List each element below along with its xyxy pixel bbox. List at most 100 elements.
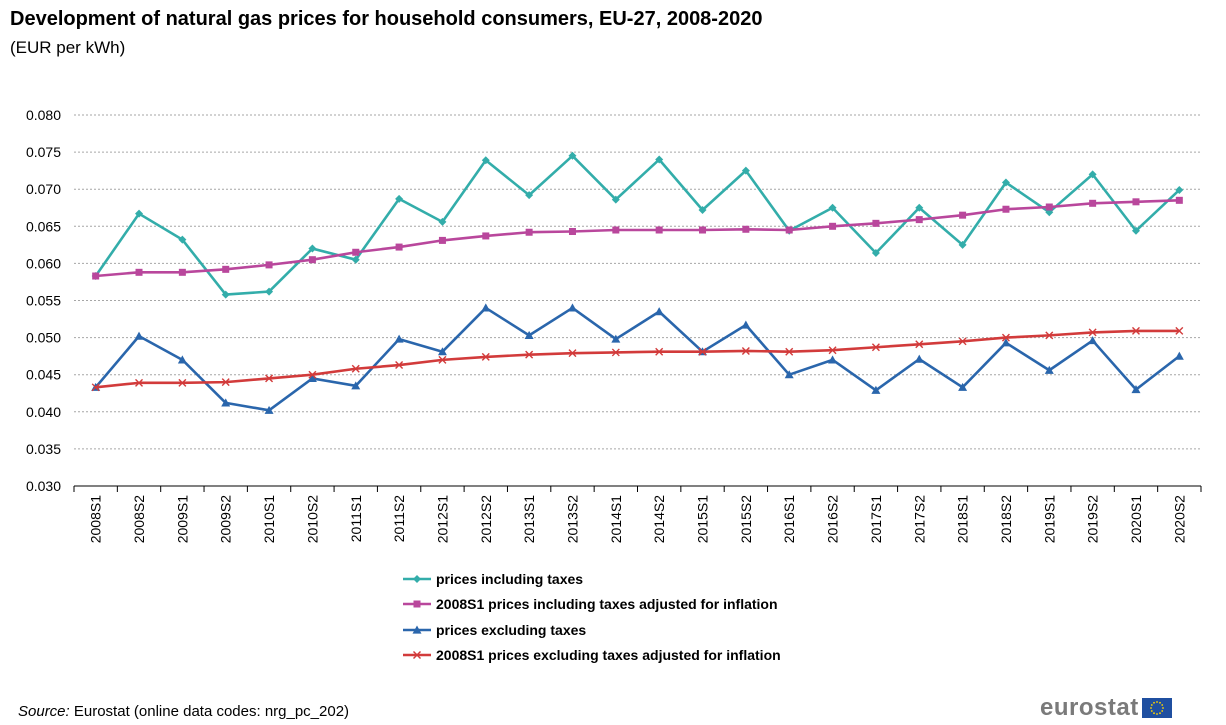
data-point (915, 216, 923, 224)
data-point (413, 574, 421, 583)
x-tick-label: 2018S2 (998, 495, 1014, 543)
data-point (308, 256, 316, 264)
data-point (871, 385, 881, 394)
x-tick-label: 2019S2 (1085, 495, 1101, 543)
data-point (92, 272, 100, 280)
data-point (525, 350, 534, 359)
data-point (1131, 226, 1140, 235)
legend-label: prices including taxes (436, 570, 584, 587)
x-tick-label: 2010S2 (304, 495, 320, 543)
data-point (1001, 333, 1010, 342)
data-point (654, 307, 664, 316)
data-point (741, 166, 750, 175)
data-point (568, 227, 576, 235)
data-point (308, 370, 317, 379)
data-point (438, 355, 447, 364)
data-point (785, 347, 794, 356)
data-point (1132, 198, 1140, 206)
series-line (94, 154, 1181, 296)
data-point (698, 205, 707, 214)
legend-label: 2008S1 prices excluding taxes adjusted f… (436, 647, 781, 664)
data-point (1088, 170, 1097, 179)
source-note: Source: Eurostat (online data codes: nrg… (18, 703, 349, 720)
x-tick-label: 2015S2 (738, 495, 754, 543)
series-2 (92, 196, 1183, 280)
series-line (94, 306, 1181, 412)
data-point (308, 244, 317, 253)
data-point (265, 374, 274, 383)
data-point (611, 334, 621, 343)
eurostat-logo: eurostat (1040, 694, 1172, 722)
legend-item: prices excluding taxes (402, 617, 781, 643)
legend-item: 2008S1 prices excluding taxes adjusted f… (402, 643, 781, 669)
data-point (1002, 205, 1010, 213)
data-point (1174, 351, 1184, 360)
data-point (611, 195, 620, 204)
data-point (1045, 331, 1054, 340)
data-point (221, 398, 231, 407)
y-tick-label: 0.050 (26, 330, 61, 346)
y-tick-label: 0.070 (26, 181, 61, 197)
data-point (914, 354, 924, 363)
data-point (525, 191, 534, 200)
data-point (1175, 196, 1183, 204)
legend-label: 2008S1 prices including taxes adjusted f… (436, 596, 778, 613)
data-point (742, 225, 750, 233)
data-point (741, 346, 750, 355)
data-point (1044, 365, 1054, 374)
data-point (959, 211, 967, 219)
data-point (568, 349, 577, 358)
data-point (958, 337, 967, 346)
data-point (1001, 338, 1011, 347)
data-point (1175, 185, 1184, 194)
data-point (177, 355, 187, 364)
data-point (437, 347, 447, 356)
series-line (95, 199, 1180, 278)
x-tick-label: 2009S1 (174, 495, 190, 543)
data-point (438, 236, 446, 244)
data-point (351, 381, 361, 390)
data-point (698, 347, 707, 356)
legend-label: prices excluding taxes (436, 621, 587, 638)
data-point (438, 217, 447, 226)
x-tick-label: 2014S2 (651, 495, 667, 543)
legend-swatch (403, 625, 431, 634)
y-tick-label: 0.045 (26, 367, 61, 383)
source-text: Eurostat (online data codes: nrg_pc_202) (69, 703, 350, 720)
legend-swatch (403, 651, 431, 660)
y-tick-label: 0.060 (26, 255, 61, 271)
source-label: Source: (18, 703, 70, 720)
legend-swatch (403, 600, 431, 608)
data-point (413, 651, 421, 660)
data-point (135, 209, 144, 218)
data-point (872, 219, 880, 227)
y-tick-label: 0.065 (26, 218, 61, 234)
data-point (352, 248, 360, 256)
data-point (395, 361, 404, 370)
data-point (91, 383, 100, 392)
x-tick-label: 2012S1 (434, 495, 450, 543)
data-point (222, 265, 230, 273)
data-point (395, 243, 403, 251)
data-point (1089, 199, 1097, 207)
data-point (655, 226, 663, 234)
data-point (741, 320, 751, 329)
data-point (915, 203, 924, 212)
data-point (351, 364, 360, 373)
data-point (829, 222, 837, 230)
data-point (958, 240, 967, 249)
chart-title: Development of natural gas prices for ho… (10, 8, 763, 30)
data-point (178, 378, 187, 387)
x-tick-label: 2008S1 (88, 495, 104, 543)
x-tick-label: 2013S1 (521, 495, 537, 543)
x-tick-label: 2014S1 (608, 495, 624, 543)
x-tick-label: 2010S1 (261, 495, 277, 543)
data-point (481, 156, 490, 165)
legend-item: 2008S1 prices including taxes adjusted f… (402, 592, 781, 618)
data-point (307, 373, 317, 383)
data-point (413, 600, 421, 608)
y-tick-label: 0.030 (26, 478, 61, 494)
data-point (351, 255, 360, 264)
data-point (871, 249, 880, 258)
data-point (1131, 385, 1141, 394)
